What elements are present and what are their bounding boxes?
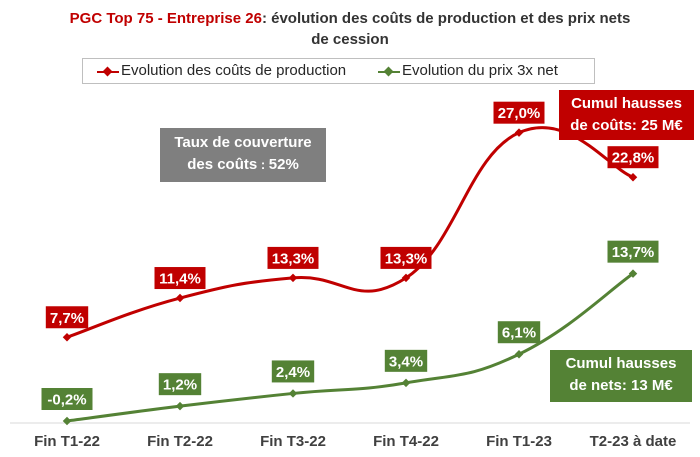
net-data-label-1: 1,2% [158, 373, 202, 396]
x-tick-label-5: T2-23 à date [590, 433, 677, 450]
coverage-annotation: Taux de couverture des coûts : 52% [160, 128, 326, 182]
svg-text:27,0%: 27,0% [498, 105, 541, 122]
svg-text:1,2%: 1,2% [163, 377, 197, 394]
x-tick-label-4: Fin T1-23 [486, 433, 552, 450]
svg-text:6,1%: 6,1% [502, 325, 536, 342]
svg-text:13,3%: 13,3% [385, 250, 428, 267]
cost-point-1 [175, 293, 185, 303]
net-data-label-2: 2,4% [271, 360, 315, 383]
net-data-label-5: 13,7% [607, 240, 659, 263]
legend-cost-swatch [97, 66, 119, 77]
net-data-label-4: 6,1% [497, 321, 541, 344]
cost-data-label-4: 27,0% [493, 101, 545, 124]
net-point-1 [175, 401, 185, 411]
net-total-line1: Cumul hausses [565, 355, 677, 372]
svg-text:13,3%: 13,3% [272, 250, 315, 267]
svg-text:11,4%: 11,4% [159, 271, 201, 288]
chart-title: PGC Top 75 - Entreprise 26: évolution de… [0, 8, 700, 50]
coverage-line1: Taux de couverture [174, 134, 312, 151]
legend-net-swatch [378, 66, 400, 77]
cost-total-line1: Cumul hausses [571, 95, 682, 112]
cost-point-2 [288, 273, 298, 283]
cost-total-line2: de coûts: 25 M€ [570, 117, 683, 134]
cost-data-label-3: 13,3% [380, 246, 432, 269]
x-tick-label-3: Fin T4-22 [373, 433, 439, 450]
cost-data-label-2: 13,3% [267, 246, 319, 269]
cost-data-label-5: 22,8% [607, 146, 659, 169]
legend-net-label: Evolution du prix 3x net [402, 62, 558, 79]
net-point-4 [514, 349, 524, 359]
net-data-label-0: -0,2% [41, 388, 93, 410]
cost-series-line [66, 126, 634, 339]
chart-legend: Evolution des coûts de production Evolut… [82, 58, 595, 84]
x-tick-label-1: Fin T2-22 [147, 433, 213, 450]
chart-title-main: PGC Top 75 - Entreprise 26 [69, 10, 262, 27]
coverage-line2: des coûts [187, 156, 258, 173]
svg-text:22,8%: 22,8% [612, 150, 655, 167]
x-tick-label-0: Fin T1-22 [34, 433, 100, 450]
svg-text:-0,2%: -0,2% [47, 392, 86, 409]
net-point-5 [628, 269, 638, 278]
cost-data-label-0: 7,7% [45, 306, 89, 329]
net-point-0 [62, 416, 72, 426]
cost-data-label-1: 11,4% [154, 267, 206, 290]
net-point-2 [288, 389, 298, 398]
svg-text:13,7%: 13,7% [612, 244, 655, 261]
net-point-3 [401, 378, 411, 388]
net-data-label-3: 3,4% [384, 349, 428, 372]
x-tick-label-2: Fin T3-22 [260, 433, 326, 450]
chart-title-rest: : évolution des coûts de production et d… [261, 10, 631, 27]
cost-point-3 [401, 273, 411, 283]
svg-text:3,4%: 3,4% [389, 353, 423, 370]
svg-text:7,7%: 7,7% [50, 310, 84, 327]
legend-cost-label: Evolution des coûts de production [121, 62, 347, 79]
net-series-line [66, 272, 634, 423]
coverage-separator: : [257, 157, 269, 172]
cost-point-0 [62, 333, 72, 342]
net-total-annotation: Cumul hausses de nets: 13 M€ [550, 350, 692, 402]
chart-title-line2: de cession [311, 31, 389, 48]
cost-total-annotation: Cumul hausses de coûts: 25 M€ [559, 90, 694, 140]
net-total-line2: de nets: 13 M€ [569, 377, 673, 394]
coverage-value: 52% [268, 156, 299, 173]
svg-text:2,4%: 2,4% [276, 364, 310, 381]
